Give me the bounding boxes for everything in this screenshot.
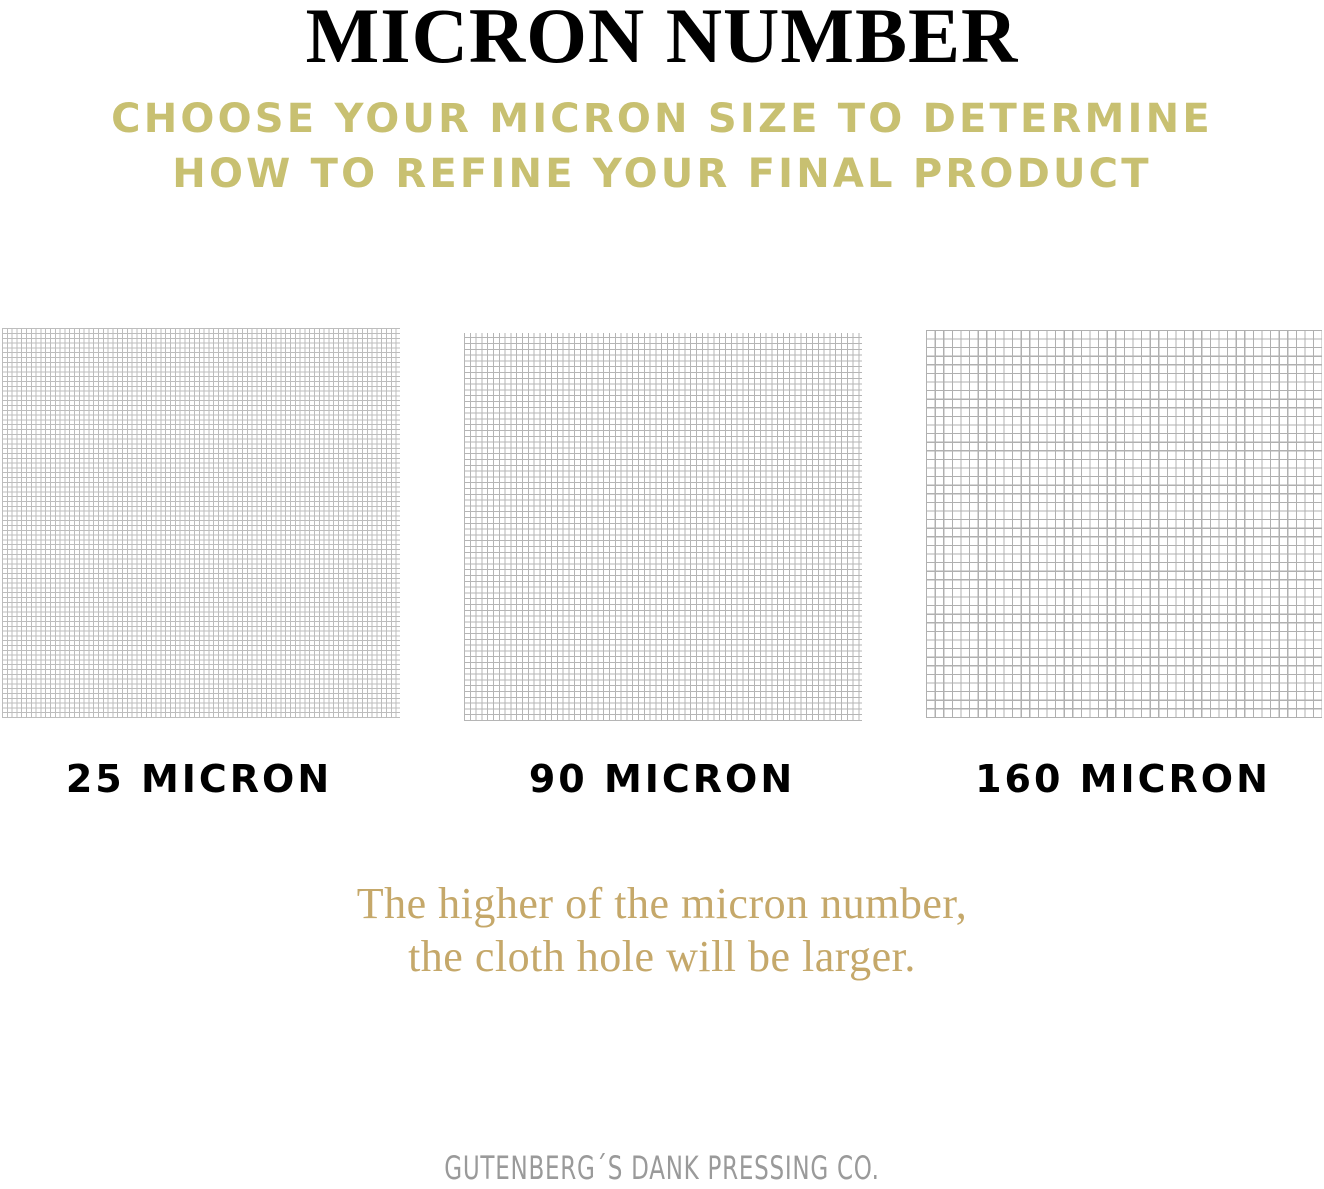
subtitle-line-2: HOW TO REFINE YOUR FINAL PRODUCT <box>172 151 1152 197</box>
mesh-90-micron-label: 90 MICRON <box>528 757 796 801</box>
mesh-25-micron-swatch <box>2 328 400 718</box>
mesh-160-micron-swatch <box>926 330 1322 718</box>
brand-name: GUTENBERG´S DANK PRESSING CO. <box>444 1149 880 1187</box>
mesh-25-micron-label: 25 MICRON <box>65 757 333 801</box>
note-line-2: the cloth hole will be larger. <box>408 932 916 981</box>
page-title: MICRON NUMBER <box>305 0 1019 79</box>
subtitle-line-1: CHOOSE YOUR MICRON SIZE TO DETERMINE <box>111 96 1213 142</box>
mesh-90-micron-swatch <box>464 333 862 721</box>
note-line-1: The higher of the micron number, <box>356 879 968 928</box>
mesh-160-micron-label: 160 MICRON <box>975 757 1271 801</box>
